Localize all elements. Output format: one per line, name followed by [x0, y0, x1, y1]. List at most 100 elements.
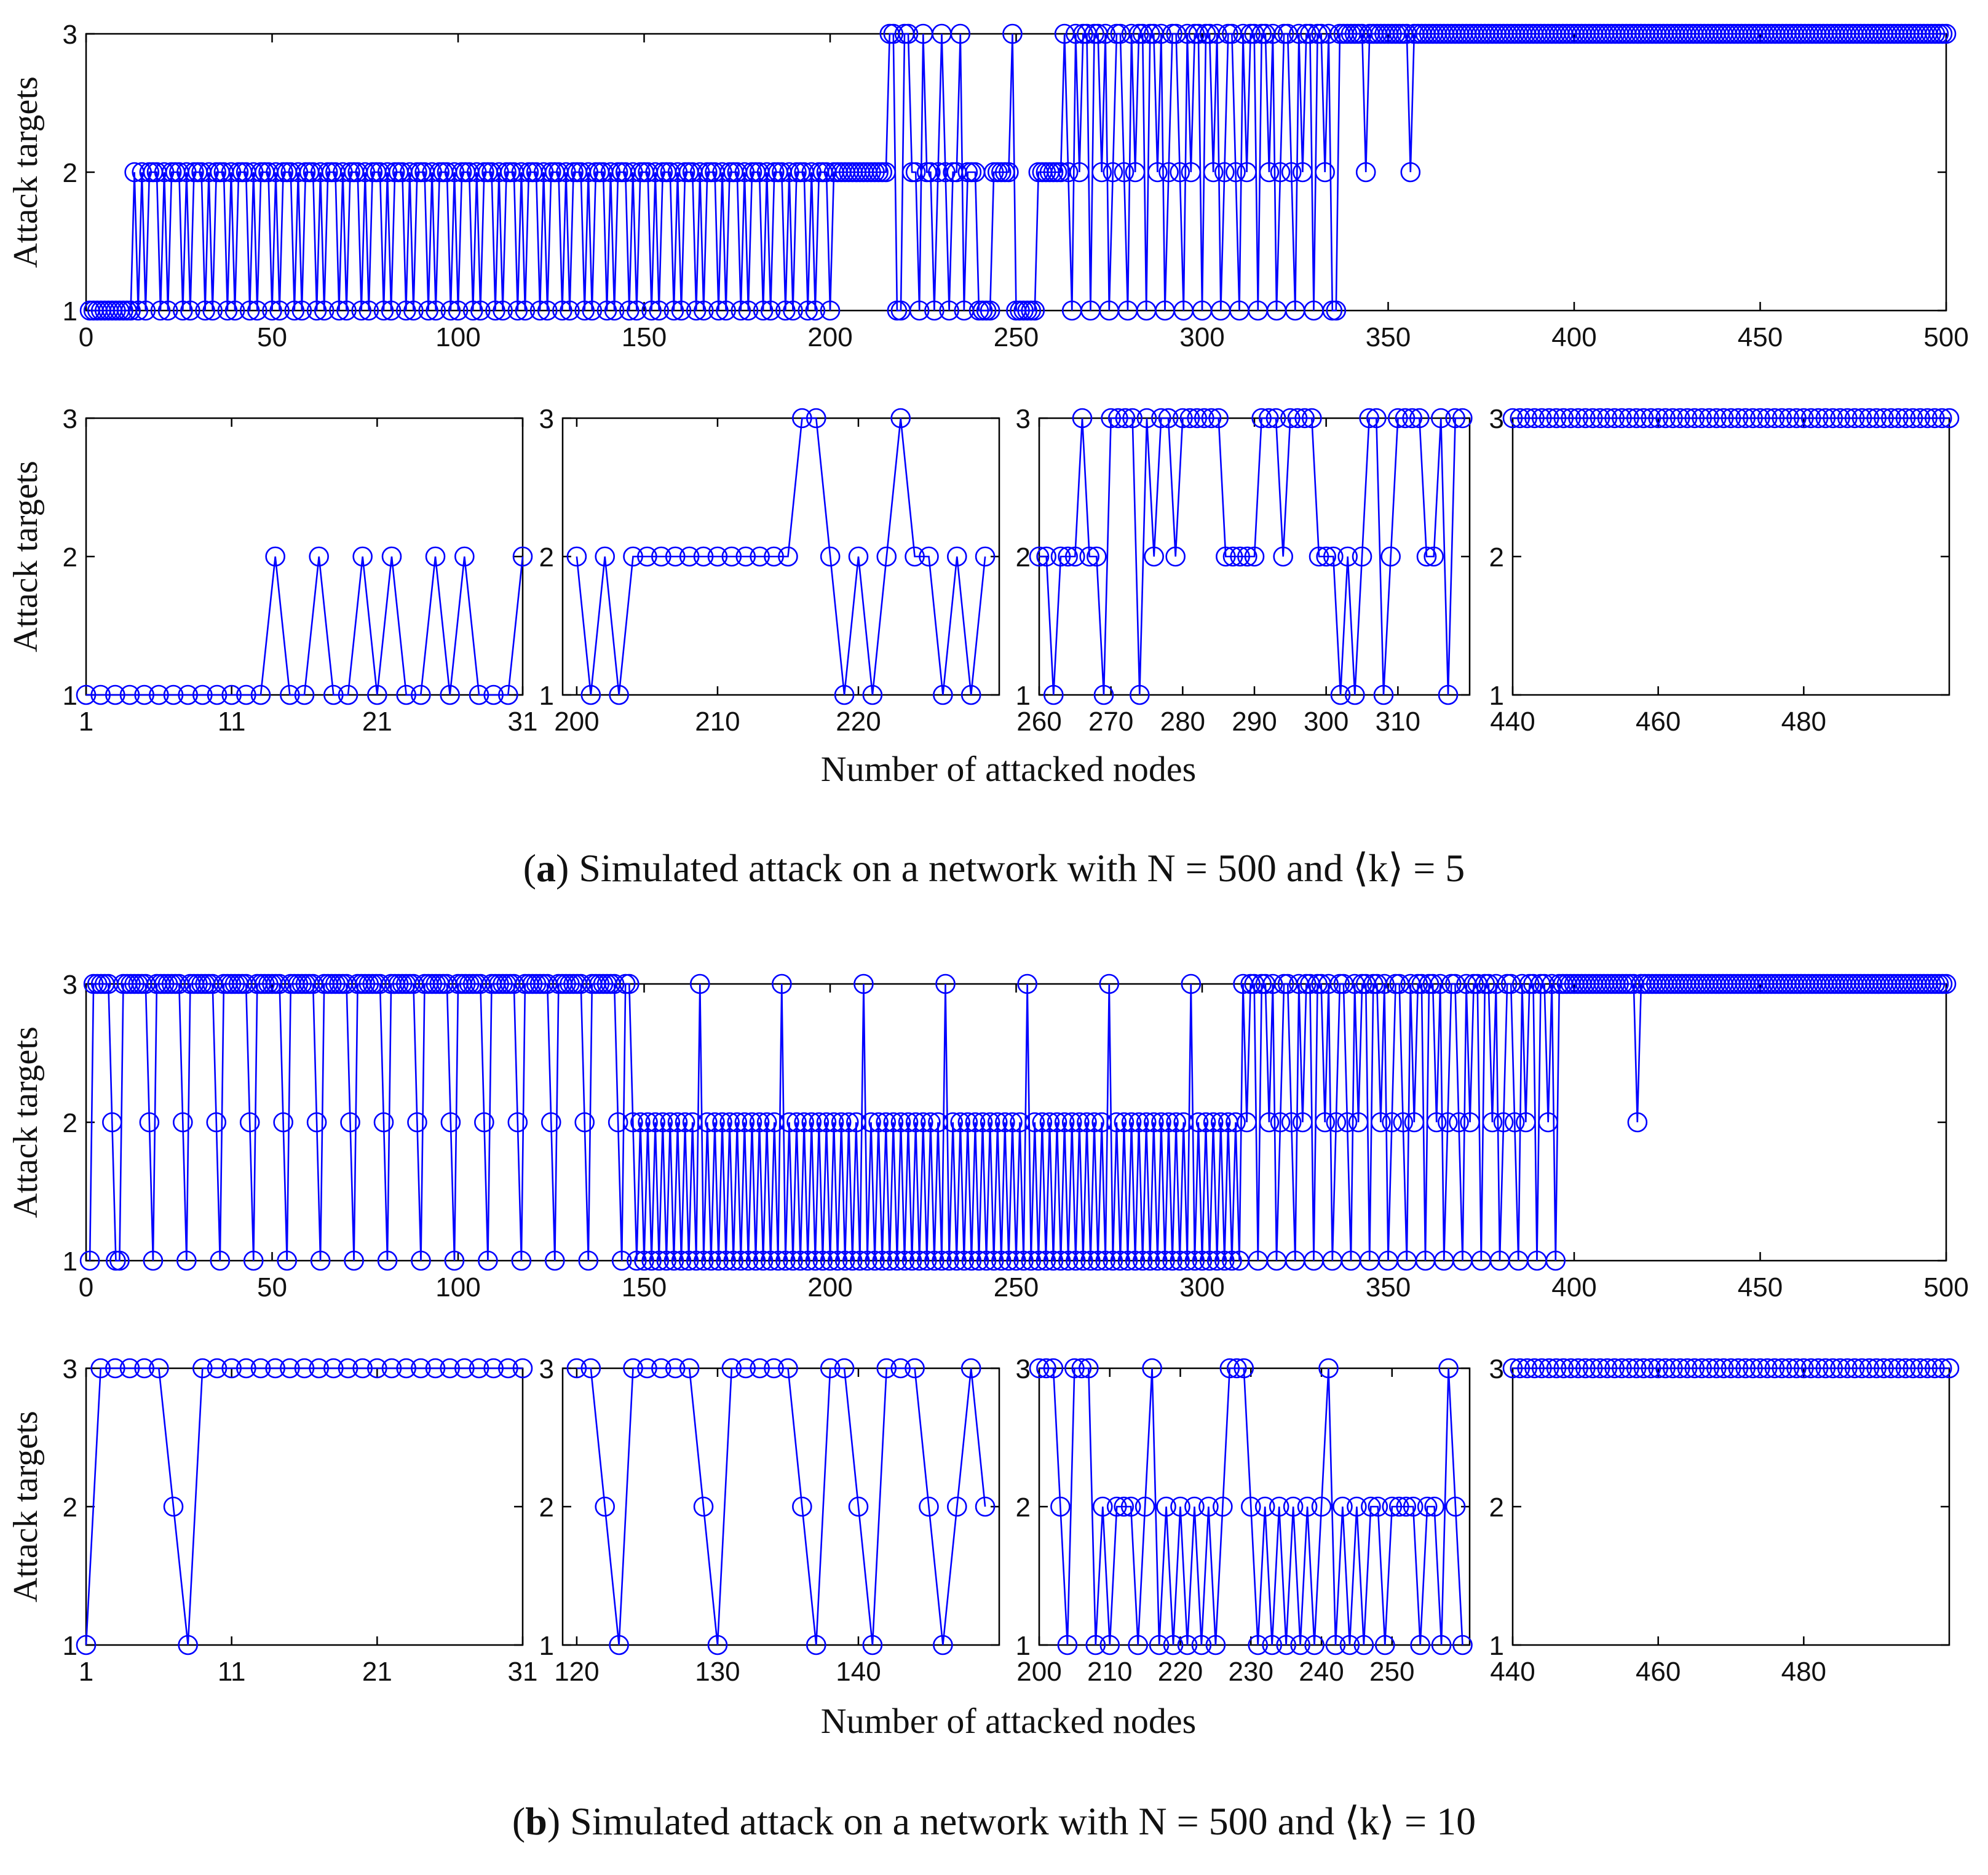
data-point [760, 300, 781, 321]
x-tick-label: 280 [1160, 707, 1205, 737]
data-point [1815, 1358, 1836, 1379]
data-point [1173, 1112, 1194, 1133]
data-point [1259, 162, 1280, 183]
x-tick-label: 100 [435, 1272, 480, 1302]
data-point [1728, 1358, 1749, 1379]
data-point [876, 1358, 897, 1379]
data-point [935, 162, 956, 183]
data-point [697, 1112, 718, 1133]
data-point [946, 1496, 967, 1517]
data-point [957, 1112, 978, 1133]
data-point [731, 1250, 751, 1271]
data-point [134, 1358, 154, 1379]
data-point [1844, 408, 1865, 429]
data-point [1151, 23, 1171, 44]
data-point [1226, 1112, 1246, 1133]
data-point [192, 1358, 213, 1379]
data-point [224, 300, 245, 321]
data-point [310, 1250, 331, 1271]
data-point [373, 300, 394, 321]
data-point [1201, 408, 1222, 429]
data-point [1633, 408, 1654, 429]
data-point [619, 300, 640, 321]
y-tick-label: 3 [63, 20, 77, 50]
y-tick-label: 2 [539, 542, 554, 573]
x-tick-label: 31 [508, 1657, 538, 1687]
data-point [344, 1250, 364, 1271]
data-point [734, 162, 755, 183]
data-point [1047, 1112, 1067, 1133]
data-point [426, 300, 446, 321]
data-point [1039, 1112, 1060, 1133]
data-point [611, 1250, 632, 1271]
data-point [1750, 408, 1770, 429]
data-point [980, 1112, 1000, 1133]
data-point [135, 300, 156, 321]
panel-b_z4: 440 460 480 1 2 3 [1489, 1354, 1960, 1687]
data-point [1013, 1250, 1034, 1271]
data-point [975, 1496, 996, 1517]
data-point [707, 1635, 728, 1655]
data-point [1326, 1112, 1347, 1133]
data-point [1374, 1635, 1395, 1655]
data-point [1259, 1112, 1280, 1133]
data-point [277, 1250, 298, 1271]
data-point [1240, 1496, 1261, 1517]
data-point [425, 1358, 446, 1379]
y-tick-label: 1 [539, 1631, 554, 1661]
data-point [823, 1112, 844, 1133]
data-point [1262, 1635, 1282, 1655]
data-point [1402, 408, 1422, 429]
data-point [560, 300, 580, 321]
data-point [76, 684, 97, 705]
data-point [848, 1496, 869, 1517]
data-point [1315, 1112, 1335, 1133]
data-point [1237, 1112, 1257, 1133]
data-point [1195, 1112, 1216, 1133]
data-point [686, 300, 707, 321]
data-point [694, 300, 714, 321]
y-tick-label: 3 [539, 404, 554, 434]
data-point [707, 546, 728, 567]
data-point [645, 162, 665, 183]
data-point [1187, 408, 1207, 429]
data-point [149, 1358, 169, 1379]
data-point [1874, 1358, 1894, 1379]
data-point [1036, 1250, 1056, 1271]
data-point [1125, 1250, 1146, 1271]
data-point [1158, 162, 1179, 183]
data-point [950, 1112, 971, 1133]
data-point [921, 162, 941, 183]
data-point [649, 300, 669, 321]
data-point [580, 684, 601, 705]
y-tick-label: 2 [63, 1492, 77, 1523]
data-point [604, 973, 625, 994]
data-point [734, 1112, 755, 1133]
axes-frame [561, 1367, 1000, 1646]
data-point [440, 684, 460, 705]
data-point [1692, 1358, 1712, 1379]
data-point [1568, 1358, 1588, 1379]
data-point [498, 684, 518, 705]
data-point [905, 1358, 925, 1379]
data-point [805, 1250, 826, 1271]
data-point [689, 162, 710, 183]
x-tick-label: 350 [1366, 1272, 1411, 1302]
data-point [250, 684, 271, 705]
data-point [1114, 162, 1135, 183]
data-point [1222, 546, 1243, 567]
data-point [1561, 1358, 1581, 1379]
x-tick-label: 120 [554, 1657, 599, 1687]
data-point [976, 1250, 997, 1271]
data-point [1438, 1112, 1458, 1133]
data-point [768, 1250, 788, 1271]
y-tick-label: 1 [63, 1631, 77, 1661]
data-point [1538, 1112, 1558, 1133]
data-point [764, 1358, 784, 1379]
data-point [693, 1496, 714, 1517]
series-line [86, 556, 524, 696]
data-point [883, 23, 904, 44]
data-point [1903, 408, 1923, 429]
panel-a_z3: 260 270 280 290 300 310 1 2 3 [1016, 404, 1473, 737]
data-point [792, 408, 812, 429]
